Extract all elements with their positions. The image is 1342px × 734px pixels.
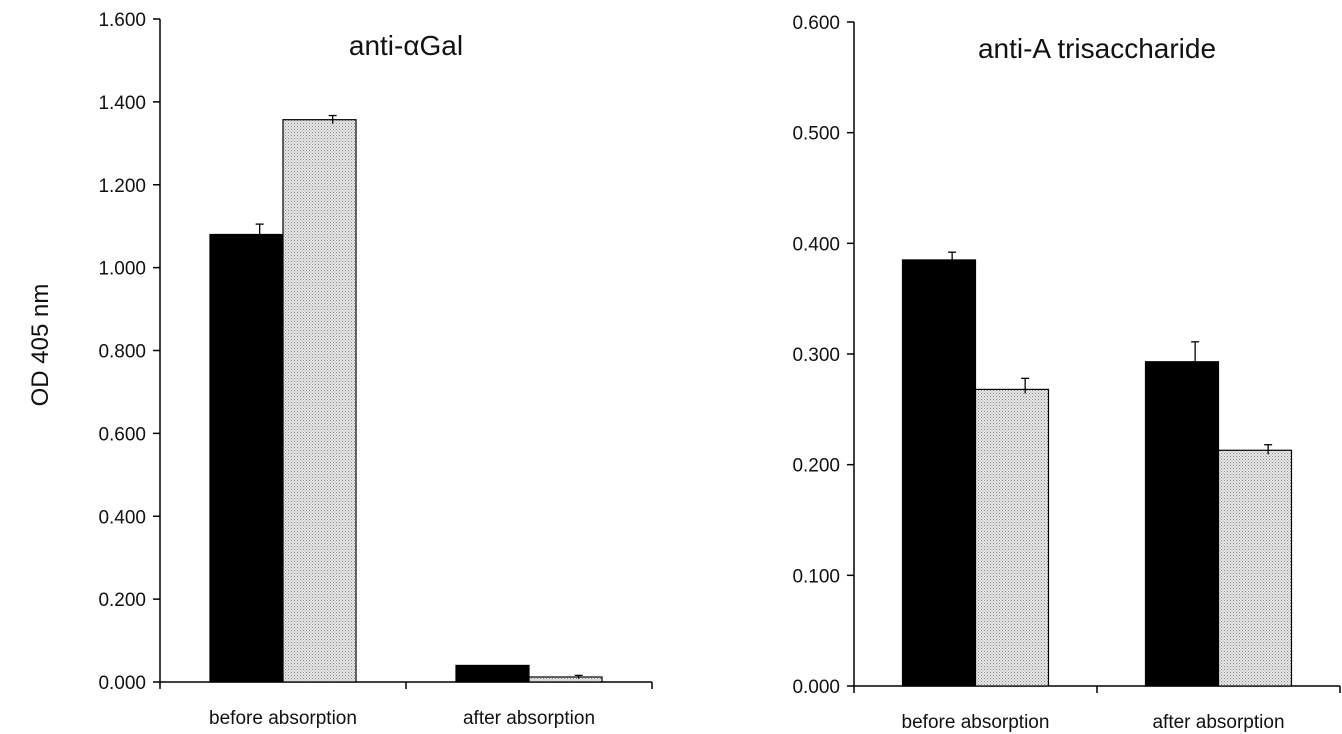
y-tick-label: 0.300	[792, 345, 840, 366]
y-tick-label: 0.000	[792, 677, 840, 698]
chart-title: anti-A trisaccharide	[978, 33, 1216, 64]
y-tick-label: 0.200	[98, 590, 146, 611]
y-tick-label: 0.600	[792, 13, 840, 34]
y-tick-label: 0.400	[792, 234, 840, 255]
y-axis-label: OD 405 nm	[27, 284, 54, 407]
chart-title: anti-αGal	[349, 30, 463, 61]
bar-stippled-after	[1217, 449, 1293, 687]
bar-solid-before	[901, 259, 977, 687]
y-tick-label: 0.600	[98, 424, 146, 445]
bar-solid-before	[209, 233, 284, 683]
x-category-label: after absorption	[1152, 712, 1284, 733]
x-category-label: before absorption	[902, 712, 1050, 733]
y-tick-label: 1.000	[98, 259, 146, 280]
y-tick-label: 0.000	[98, 673, 146, 694]
bar-stippled-after	[528, 676, 603, 683]
y-tick-label: 0.200	[792, 456, 840, 477]
y-tick-label: 1.400	[98, 93, 146, 114]
x-category-label: before absorption	[209, 708, 357, 729]
y-tick-label: 1.200	[98, 176, 146, 197]
bar-solid-after	[455, 664, 530, 683]
chart-anti-a-trisaccharide: anti-A trisaccharide 0.000 0.100 0.200 0.300…	[792, 13, 1341, 733]
y-tick-label: 0.500	[792, 124, 840, 145]
y-tick-label: 0.800	[98, 342, 146, 363]
bar-stippled-before	[282, 119, 357, 683]
y-tick-label: 0.400	[98, 507, 146, 528]
x-category-label: after absorption	[463, 708, 595, 729]
bar-stippled-before	[974, 388, 1050, 687]
y-tick-label: 0.100	[792, 566, 840, 587]
bar-solid-after	[1144, 361, 1220, 687]
y-tick-label: 1.600	[98, 10, 146, 31]
chart-anti-agal: anti-αGal 0.000 0.200 0.400 0.600 0.800 1.000 1…	[98, 10, 653, 729]
